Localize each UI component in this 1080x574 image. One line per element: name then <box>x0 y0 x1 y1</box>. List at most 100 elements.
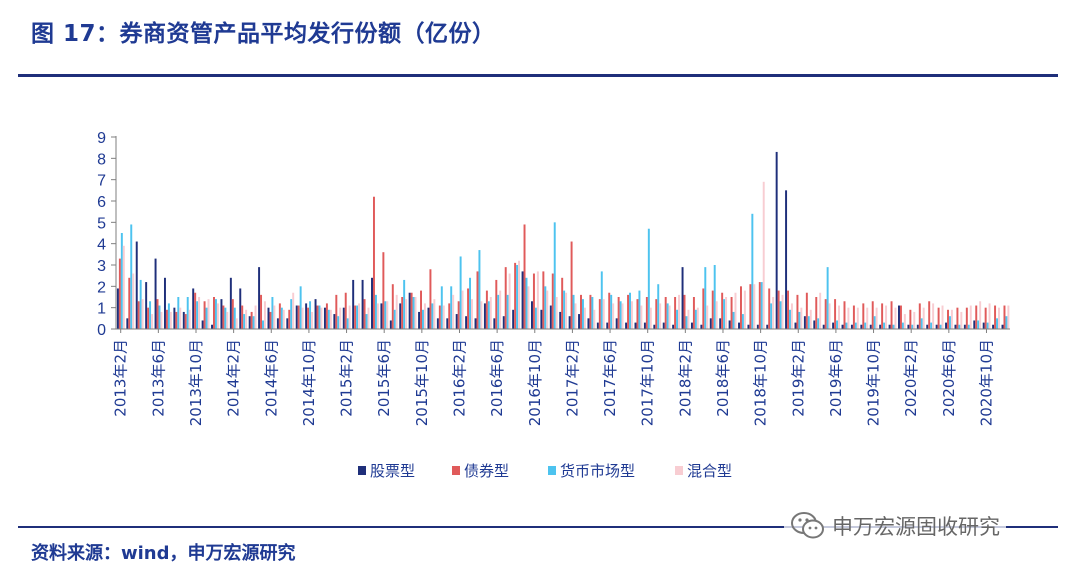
bar-债券型-2016年4月 <box>476 271 479 329</box>
bar-债券型-2019年8月 <box>852 305 855 329</box>
bar-混合型-2017年2月 <box>574 303 577 329</box>
legend-label-债券型: 债券型 <box>464 462 509 480</box>
bar-混合型-2018年12月 <box>781 294 784 329</box>
bar-股票型-2015年12月 <box>436 318 439 329</box>
bar-债券型-2018年9月 <box>749 284 752 329</box>
x-tick-label: 2015年10月 <box>413 339 431 426</box>
bar-混合型-2015年2月 <box>348 305 351 329</box>
bar-债券型-2020年12月 <box>1003 305 1006 329</box>
bar-股票型-2016年11月 <box>540 309 543 329</box>
bar-混合型-2014年5月 <box>263 301 266 329</box>
x-tick-label: 2020年6月 <box>940 339 958 417</box>
bar-股票型-2016年7月 <box>502 316 505 329</box>
bar-混合型-2016年2月 <box>461 290 464 329</box>
bar-混合型-2017年4月 <box>593 309 596 329</box>
bar-混合型-2018年5月 <box>715 301 718 329</box>
y-tick-label: 2 <box>97 279 106 296</box>
bar-混合型-2020年2月 <box>913 311 916 329</box>
bar-股票型-2014年3月 <box>239 288 242 329</box>
bar-货币市场型-2020年1月 <box>901 322 904 329</box>
bar-货币市场型-2014年12月 <box>327 309 330 329</box>
x-tick-label: 2015年6月 <box>375 339 393 417</box>
bar-混合型-2020年11月 <box>998 307 1000 329</box>
bar-债券型-2015年3月 <box>354 305 357 329</box>
bar-债券型-2014年10月 <box>307 307 310 329</box>
x-tick-label: 2018年10月 <box>752 339 770 426</box>
bar-货币市场型-2020年6月 <box>948 316 951 329</box>
bar-股票型-2013年6月 <box>154 258 157 329</box>
bar-股票型-2014年8月 <box>286 318 289 329</box>
bar-股票型-2013年5月 <box>145 282 148 329</box>
bar-股票型-2014年11月 <box>314 299 317 329</box>
bar-股票型-2014年1月 <box>220 299 223 329</box>
x-tick-label: 2014年6月 <box>262 339 280 417</box>
bar-股票型-2019年7月 <box>841 324 844 329</box>
bar-货币市场型-2015年11月 <box>431 303 434 329</box>
bar-货币市场型-2020年4月 <box>930 322 933 329</box>
bar-股票型-2014年12月 <box>323 307 326 329</box>
bar-混合型-2013年7月 <box>169 311 172 329</box>
bar-货币市场型-2018年4月 <box>704 267 707 329</box>
bar-混合型-2020年8月 <box>969 305 972 329</box>
x-tick-label: 2013年6月 <box>149 339 167 417</box>
bar-货币市场型-2014年7月 <box>280 307 283 329</box>
bar-债券型-2016年2月 <box>457 301 460 329</box>
bar-债券型-2017年4月 <box>589 294 592 329</box>
bar-混合型-2019年4月 <box>819 292 822 329</box>
bar-债券型-2013年5月 <box>147 307 150 329</box>
bar-债券型-2018年10月 <box>758 282 761 329</box>
bar-股票型-2020年7月 <box>954 324 957 329</box>
bar-货币市场型-2016年7月 <box>506 294 509 329</box>
bar-债券型-2017年3月 <box>580 294 582 329</box>
bar-股票型-2020年1月 <box>898 305 900 329</box>
bar-股票型-2013年3月 <box>126 318 129 329</box>
bar-股票型-2014年9月 <box>295 305 298 329</box>
bar-混合型-2013年10月 <box>198 297 201 329</box>
bar-债券型-2014年6月 <box>269 311 272 329</box>
bar-股票型-2015年1月 <box>333 314 336 329</box>
bar-货币市场型-2020年9月 <box>977 320 980 329</box>
bar-混合型-2013年5月 <box>151 314 154 329</box>
bar-货币市场型-2014年9月 <box>299 286 302 329</box>
bar-混合型-2015年6月 <box>386 301 389 329</box>
title-divider <box>18 74 1058 77</box>
bar-股票型-2014年2月 <box>229 277 232 329</box>
bar-债券型-2020年11月 <box>994 305 997 329</box>
bar-货币市场型-2014年3月 <box>243 314 246 329</box>
bar-股票型-2020年10月 <box>982 322 985 329</box>
bar-混合型-2020年1月 <box>903 314 906 329</box>
bar-货币市场型-2019年2月 <box>798 311 801 329</box>
bar-货币市场型-2016年12月 <box>553 222 556 329</box>
bar-股票型-2013年2月 <box>116 288 119 329</box>
bar-混合型-2017年7月 <box>621 303 624 329</box>
bar-货币市场型-2015年1月 <box>337 316 340 329</box>
bar-股票型-2015年5月 <box>371 277 373 329</box>
bar-混合型-2018年2月 <box>687 309 690 329</box>
bar-股票型-2020年4月 <box>926 324 929 329</box>
bar-混合型-2016年6月 <box>499 290 502 329</box>
bar-混合型-2019年6月 <box>838 305 840 329</box>
bar-债券型-2014年9月 <box>297 305 300 329</box>
source-note: 资料来源：wind，申万宏源研究 <box>31 543 296 564</box>
bar-股票型-2017年10月 <box>643 322 646 329</box>
bar-货币市场型-2015年6月 <box>384 301 387 329</box>
x-tick-label: 2016年6月 <box>488 339 506 417</box>
bar-债券型-2016年1月 <box>448 303 451 329</box>
y-tick-label: 0 <box>97 322 106 339</box>
bar-股票型-2017年7月 <box>615 318 618 329</box>
legend-swatch-债券型 <box>452 466 460 475</box>
bar-货币市场型-2013年5月 <box>149 301 152 329</box>
bar-股票型-2013年12月 <box>211 324 214 329</box>
bar-债券型-2020年10月 <box>984 307 987 329</box>
bar-货币市场型-2020年11月 <box>996 318 998 329</box>
bar-混合型-2013年2月 <box>122 245 125 329</box>
legend-label-股票型: 股票型 <box>370 462 415 480</box>
bar-货币市场型-2018年2月 <box>685 316 688 329</box>
bar-混合型-2017年1月 <box>565 292 568 329</box>
legend-swatch-混合型 <box>675 466 683 475</box>
bar-股票型-2018年9月 <box>747 324 750 329</box>
bar-货币市场型-2017年8月 <box>629 292 631 329</box>
bar-债券型-2018年11月 <box>768 288 771 329</box>
bar-股票型-2020年11月 <box>992 324 995 329</box>
bar-债券型-2014年1月 <box>222 305 225 329</box>
